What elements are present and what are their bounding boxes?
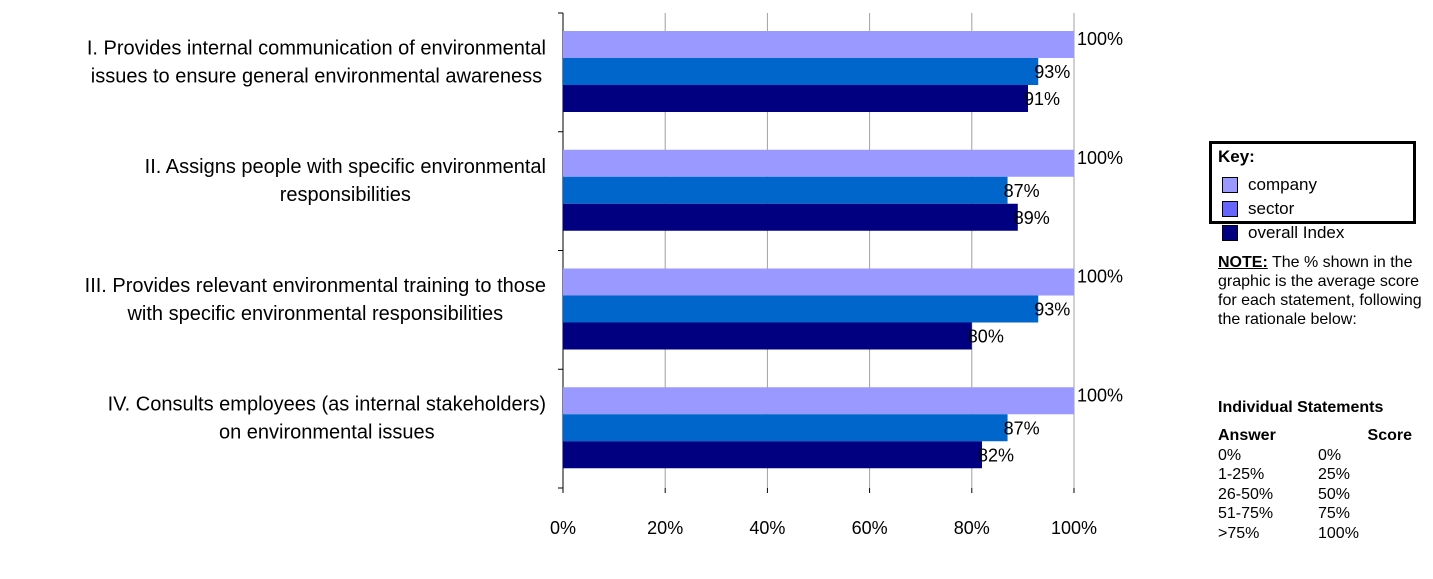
data-label: 89% [1014,208,1050,228]
bar-chart: 0% 20% 40% 60% 80% 100% 100% 93% 91% I. Provides … [85,12,1123,538]
score-table-score: 75% [1318,505,1351,522]
note-text: NOTE: The % shown in the graphic is the … [1218,253,1426,329]
score-table-score: 0% [1318,446,1342,464]
score-table-answer: 51-75% [1218,505,1274,522]
score-table-score: 50% [1318,485,1351,503]
score-table-row: 26-50% 50% [1218,485,1412,505]
bar [563,149,1074,177]
legend-label-overall-index: overall Index [1248,223,1345,242]
score-table-row: 51-75% 75% [1218,504,1412,524]
data-label: 100% [1077,148,1123,168]
score-table: Answer Score 0% 0% 1-25% 25% 26-50% 50% … [1218,426,1412,543]
category-label: IV. Consults employees (as internal stak… [108,394,546,416]
score-table-score: 100% [1318,524,1359,542]
score-table-header-answer: Answer [1218,427,1276,444]
legend-item-company: company [1222,174,1317,196]
bar [563,441,983,469]
category-label: I. Provides internal communication of en… [87,37,546,59]
bar [563,268,1074,296]
category-label: on environmental issues [219,422,435,444]
bar [563,387,1074,415]
category-label: issues to ensure general environmental a… [91,65,542,87]
bar [563,85,1029,112]
score-table-row: >75% 100% [1218,524,1412,544]
data-label: 93% [1034,300,1070,320]
legend-key: Key: company sector overall Index [1209,141,1416,242]
legend-item-sector: sector [1222,198,1294,220]
category-label: II. Assigns people with specific environ… [145,156,546,178]
x-tick-label: 20% [647,518,683,538]
score-table-row: 0% 0% [1218,446,1412,466]
category-label: responsibilities [280,184,411,206]
x-tick-label: 0% [550,518,576,538]
score-table-title: Individual Statements [1218,399,1384,416]
data-label: 91% [1024,89,1060,109]
score-table-answer: >75% [1218,524,1260,542]
bar [563,58,1039,85]
data-label: 100% [1077,267,1123,287]
data-label: 93% [1034,62,1070,82]
data-label: 80% [968,327,1004,347]
legend-swatch-overall-index [1222,225,1238,241]
legend-label-company: company [1248,175,1317,194]
score-table-answer: 26-50% [1218,485,1274,503]
score-table-row: 1-25% 25% [1218,465,1412,485]
score-table-answer: 0% [1218,446,1242,464]
score-table-header: Answer Score [1218,426,1412,446]
score-table-answer: 1-25% [1218,466,1265,483]
note-label: NOTE: [1218,254,1268,271]
x-tick-label: 100% [1051,518,1097,538]
data-label: 87% [1004,181,1040,201]
bar [563,203,1018,231]
bar [563,322,972,350]
bar [563,295,1039,323]
score-table-score: 25% [1318,466,1351,483]
legend-swatch-company [1222,177,1238,193]
bar [563,176,1008,204]
x-tick-label: 60% [852,518,888,538]
category-label: with specific environmental responsibili… [126,303,503,325]
bar [563,31,1074,58]
data-label: 87% [1004,418,1040,438]
legend-item-overall-index: overall Index [1222,222,1344,244]
category-label: III. Provides relevant environmental tra… [85,275,546,297]
data-label: 100% [1077,29,1123,49]
x-tick-label: 80% [954,518,990,538]
note-body: The % shown in the graphic is the averag… [1218,254,1422,328]
legend-swatch-sector [1222,201,1238,217]
bar [563,414,1008,442]
x-tick-label: 40% [749,518,785,538]
data-label: 82% [978,445,1014,465]
legend-title: Key: [1218,147,1255,166]
legend-label-sector: sector [1248,199,1295,218]
data-label: 100% [1077,385,1123,405]
score-table-header-score: Score [1367,427,1412,444]
